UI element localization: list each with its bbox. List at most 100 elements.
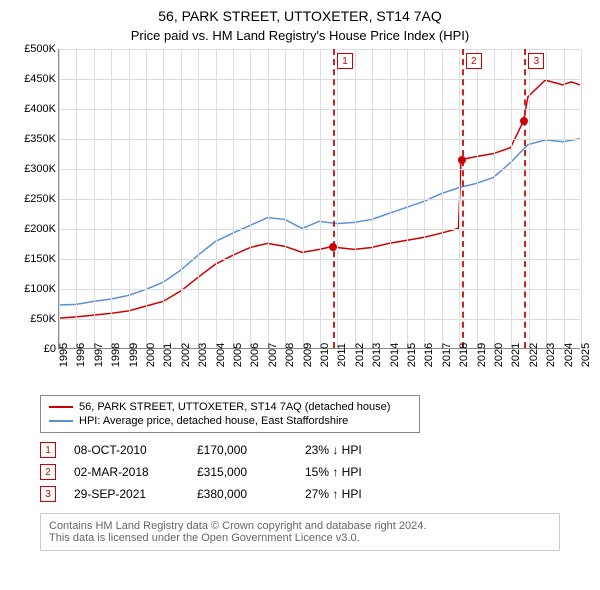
x-tick-label: 2002 <box>180 343 192 367</box>
transaction-point <box>520 117 528 125</box>
chart-subtitle: Price paid vs. HM Land Registry's House … <box>0 24 600 49</box>
chart-title: 56, PARK STREET, UTTOXETER, ST14 7AQ <box>0 0 600 24</box>
legend-item: 56, PARK STREET, UTTOXETER, ST14 7AQ (de… <box>49 400 411 414</box>
y-axis: £0£50K£100K£150K£200K£250K£300K£350K£400… <box>10 49 58 349</box>
x-tick-label: 2010 <box>319 343 331 367</box>
gridline-vertical <box>459 49 460 348</box>
plot-area: 1 2 3 <box>58 49 580 349</box>
x-tick-label: 1999 <box>128 343 140 367</box>
transaction-marker-label: 1 <box>337 53 353 69</box>
gridline-vertical <box>233 49 234 348</box>
gridline-vertical <box>355 49 356 348</box>
chart-area: £0 £50K £100K £150K £200K £250K £300K £350K £400… <box>10 49 590 389</box>
x-tick-label: 2023 <box>545 343 557 367</box>
y-tick-label: £300K <box>24 163 56 175</box>
transaction-table: 108-OCT-2010£170,00023% ↓ HPI202-MAR-201… <box>40 439 590 505</box>
x-tick-label: 2019 <box>476 343 488 367</box>
footer-attribution: Contains HM Land Registry data © Crown c… <box>40 513 560 551</box>
y-tick-label: £150K <box>24 253 56 265</box>
y-tick-label: £250K <box>24 193 56 205</box>
gridline-vertical <box>111 49 112 348</box>
x-tick-label: 1995 <box>58 343 70 367</box>
x-tick-label: 2016 <box>423 343 435 367</box>
x-tick-label: 2017 <box>441 343 453 367</box>
x-tick-label: 2012 <box>354 343 366 367</box>
y-tick-label: £400K <box>24 103 56 115</box>
gridline-vertical <box>337 49 338 348</box>
gridline-vertical <box>268 49 269 348</box>
x-tick-label: 2025 <box>580 343 592 367</box>
gridline-vertical <box>303 49 304 348</box>
x-tick-label: 2021 <box>510 343 522 367</box>
legend: 56, PARK STREET, UTTOXETER, ST14 7AQ (de… <box>40 395 420 433</box>
legend-swatch <box>49 406 73 408</box>
transaction-marker-line <box>462 49 464 348</box>
y-tick-label: £50K <box>30 313 56 325</box>
y-tick-label: £450K <box>24 73 56 85</box>
transaction-marker-label: 2 <box>466 53 482 69</box>
y-tick-label: £500K <box>24 43 56 55</box>
x-tick-label: 2013 <box>371 343 383 367</box>
gridline-vertical <box>198 49 199 348</box>
transaction-price: £380,000 <box>197 487 287 501</box>
x-tick-label: 2018 <box>458 343 470 367</box>
gridline-vertical <box>94 49 95 348</box>
y-tick-label: £200K <box>24 223 56 235</box>
x-tick-label: 2014 <box>389 343 401 367</box>
gridline-vertical <box>494 49 495 348</box>
gridline-vertical <box>216 49 217 348</box>
x-axis: 1995199619971998199920002001200220032004… <box>58 349 580 389</box>
transaction-price: £170,000 <box>197 443 287 457</box>
footer-line: This data is licensed under the Open Gov… <box>49 532 551 544</box>
x-tick-label: 2009 <box>302 343 314 367</box>
gridline-vertical <box>390 49 391 348</box>
legend-label: HPI: Average price, detached house, East… <box>79 415 348 427</box>
x-tick-label: 2003 <box>197 343 209 367</box>
gridline-vertical <box>146 49 147 348</box>
x-tick-label: 2001 <box>162 343 174 367</box>
transaction-number: 3 <box>40 486 56 502</box>
x-tick-label: 1998 <box>110 343 122 367</box>
gridline-vertical <box>581 49 582 348</box>
gridline-vertical <box>546 49 547 348</box>
gridline-vertical <box>320 49 321 348</box>
x-tick-label: 2022 <box>528 343 540 367</box>
gridline-vertical <box>442 49 443 348</box>
gridline-vertical <box>407 49 408 348</box>
x-tick-label: 1997 <box>93 343 105 367</box>
chart-container: 56, PARK STREET, UTTOXETER, ST14 7AQ Pri… <box>0 0 600 590</box>
x-tick-label: 2007 <box>267 343 279 367</box>
x-tick-label: 2000 <box>145 343 157 367</box>
transaction-point <box>458 156 466 164</box>
table-row: 108-OCT-2010£170,00023% ↓ HPI <box>40 439 590 461</box>
gridline-vertical <box>129 49 130 348</box>
x-tick-label: 1996 <box>75 343 87 367</box>
y-tick-label: £350K <box>24 133 56 145</box>
x-tick-label: 2008 <box>284 343 296 367</box>
x-tick-label: 2005 <box>232 343 244 367</box>
gridline-vertical <box>163 49 164 348</box>
y-tick-label: £0 <box>44 343 56 355</box>
gridline-vertical <box>59 49 60 348</box>
x-tick-label: 2020 <box>493 343 505 367</box>
transaction-diff: 15% ↑ HPI <box>305 465 405 479</box>
gridline-vertical <box>372 49 373 348</box>
transaction-marker-line <box>333 49 335 348</box>
transaction-date: 08-OCT-2010 <box>74 443 179 457</box>
transaction-diff: 23% ↓ HPI <box>305 443 405 457</box>
x-tick-label: 2006 <box>249 343 261 367</box>
transaction-diff: 27% ↑ HPI <box>305 487 405 501</box>
legend-label: 56, PARK STREET, UTTOXETER, ST14 7AQ (de… <box>79 401 390 413</box>
footer-line: Contains HM Land Registry data © Crown c… <box>49 520 551 532</box>
gridline-vertical <box>424 49 425 348</box>
transaction-marker-label: 3 <box>528 53 544 69</box>
gridline-vertical <box>477 49 478 348</box>
gridline-vertical <box>76 49 77 348</box>
transaction-price: £315,000 <box>197 465 287 479</box>
transaction-marker-line <box>524 49 526 348</box>
x-tick-label: 2011 <box>336 343 348 367</box>
y-tick-label: £100K <box>24 283 56 295</box>
x-tick-label: 2024 <box>563 343 575 367</box>
gridline-vertical <box>564 49 565 348</box>
transaction-date: 02-MAR-2018 <box>74 465 179 479</box>
